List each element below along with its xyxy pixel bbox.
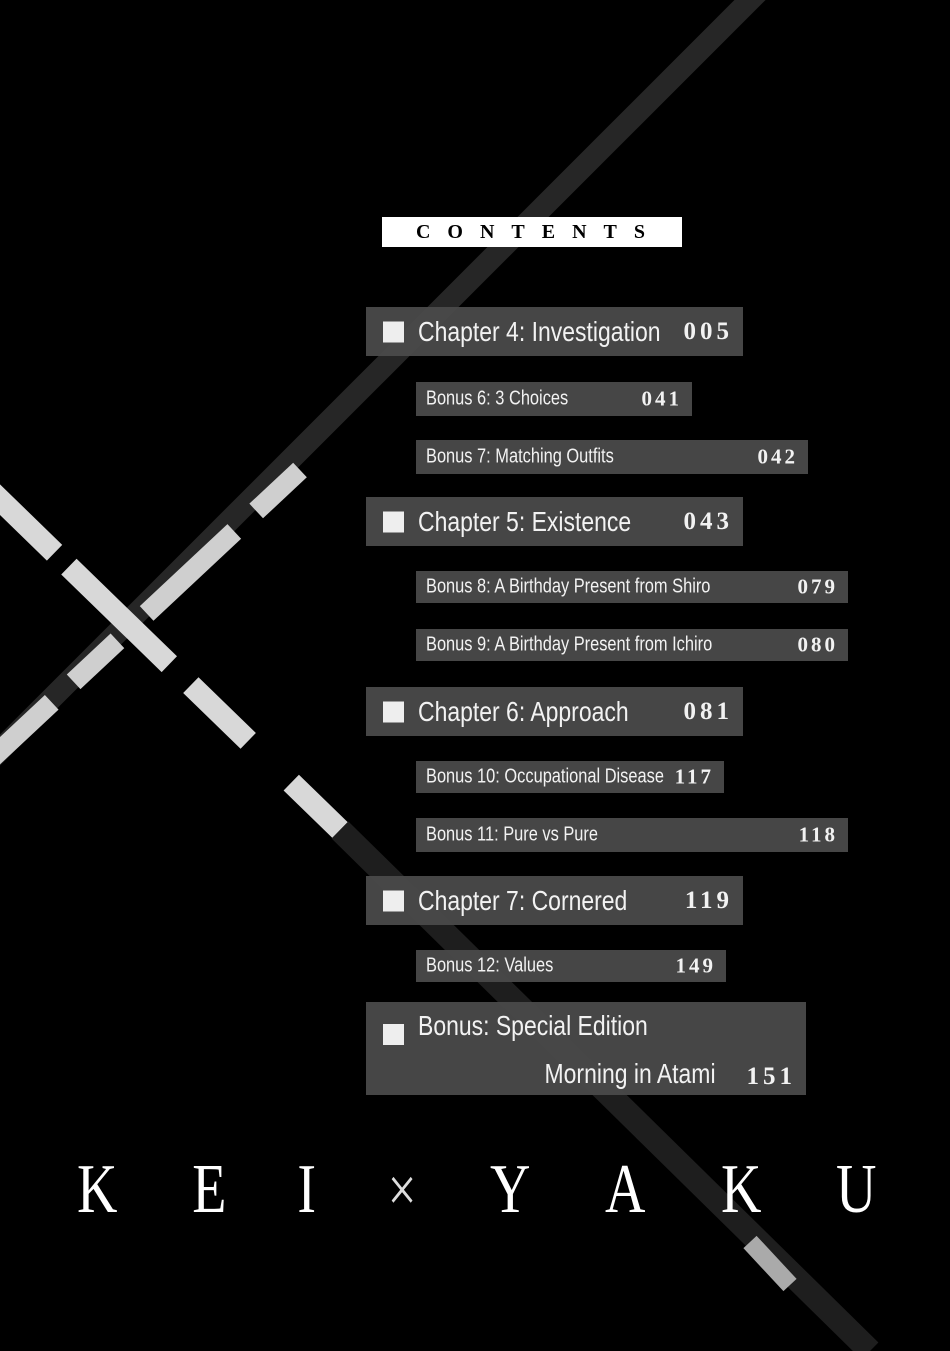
entry-page: 117 xyxy=(674,764,714,789)
toc-entry-chapter[interactable]: Chapter 4: Investigation 005 xyxy=(366,307,743,356)
square-bullet-icon xyxy=(383,1024,404,1045)
logo-letter: K xyxy=(720,1151,762,1228)
entry-page: 151 xyxy=(746,1063,796,1090)
entry-title: Chapter 5: Existence xyxy=(418,505,632,537)
entry-title: Chapter 4: Investigation xyxy=(418,315,661,347)
logo-letter: × xyxy=(387,1154,417,1225)
entry-title: Bonus 9: A Birthday Present from Ichiro xyxy=(426,633,713,656)
toc-entry-bonus[interactable]: Bonus 7: Matching Outfits 042 xyxy=(416,440,808,474)
series-logo: K E I × Y A K U xyxy=(72,1155,882,1225)
entry-page: 041 xyxy=(641,386,682,411)
logo-letter: E xyxy=(191,1151,227,1228)
logo-letter: Y xyxy=(489,1151,531,1228)
square-bullet-icon xyxy=(383,511,404,532)
entry-title: Bonus 10: Occupational Disease xyxy=(426,765,664,788)
toc-entry-bonus[interactable]: Bonus 9: A Birthday Present from Ichiro 0… xyxy=(416,629,848,661)
entry-title: Bonus 8: A Birthday Present from Shiro xyxy=(426,575,711,598)
diagonal-line-a xyxy=(0,0,766,766)
entry-page: 080 xyxy=(797,632,838,657)
toc-entry-chapter[interactable]: Chapter 6: Approach 081 xyxy=(366,687,743,736)
logo-letter: I xyxy=(297,1151,317,1228)
entry-page: 043 xyxy=(683,507,733,535)
square-bullet-icon xyxy=(383,321,404,342)
entry-title: Bonus: Special Edition xyxy=(418,1010,648,1041)
entry-title: Bonus 12: Values xyxy=(426,954,554,977)
toc-entry-chapter[interactable]: Chapter 5: Existence 043 xyxy=(366,497,743,546)
toc-entry-bonus[interactable]: Bonus 6: 3 Choices 041 xyxy=(416,382,692,416)
contents-heading: CONTENTS xyxy=(382,217,682,247)
square-bullet-icon xyxy=(383,701,404,722)
entry-title: Chapter 7: Cornered xyxy=(418,884,628,916)
toc-entry-special-edition[interactable]: Bonus: Special Edition Morning in Atami … xyxy=(366,1002,806,1095)
entry-page: 149 xyxy=(675,953,716,978)
toc-entry-bonus[interactable]: Bonus 12: Values 149 xyxy=(416,950,726,982)
toc-entry-bonus[interactable]: Bonus 8: A Birthday Present from Shiro 07… xyxy=(416,571,848,603)
entry-title: Bonus 6: 3 Choices xyxy=(426,387,569,410)
diagonal-line-b xyxy=(0,484,348,838)
entry-title: Bonus 7: Matching Outfits xyxy=(426,445,614,468)
entry-title: Bonus 11: Pure vs Pure xyxy=(426,823,598,846)
entry-page: 079 xyxy=(797,574,838,599)
entry-page: 005 xyxy=(683,317,733,345)
entry-page: 119 xyxy=(684,886,733,914)
toc-entry-chapter[interactable]: Chapter 7: Cornered 119 xyxy=(366,876,743,925)
diagonal-line-b-fragment xyxy=(743,1235,797,1292)
logo-letter: K xyxy=(77,1151,118,1228)
entry-page: 042 xyxy=(757,444,798,469)
entry-subtitle: Morning in Atami xyxy=(544,1058,716,1089)
entry-page: 081 xyxy=(683,697,733,725)
logo-letter: U xyxy=(836,1151,877,1228)
square-bullet-icon xyxy=(383,890,404,911)
toc-entry-bonus[interactable]: Bonus 10: Occupational Disease 117 xyxy=(416,761,724,793)
entry-title: Chapter 6: Approach xyxy=(418,695,629,727)
logo-letter: A xyxy=(605,1151,646,1228)
entry-page: 118 xyxy=(798,822,838,847)
toc-entry-bonus[interactable]: Bonus 11: Pure vs Pure 118 xyxy=(416,818,848,852)
diagonal-line-a-lit xyxy=(0,462,307,765)
